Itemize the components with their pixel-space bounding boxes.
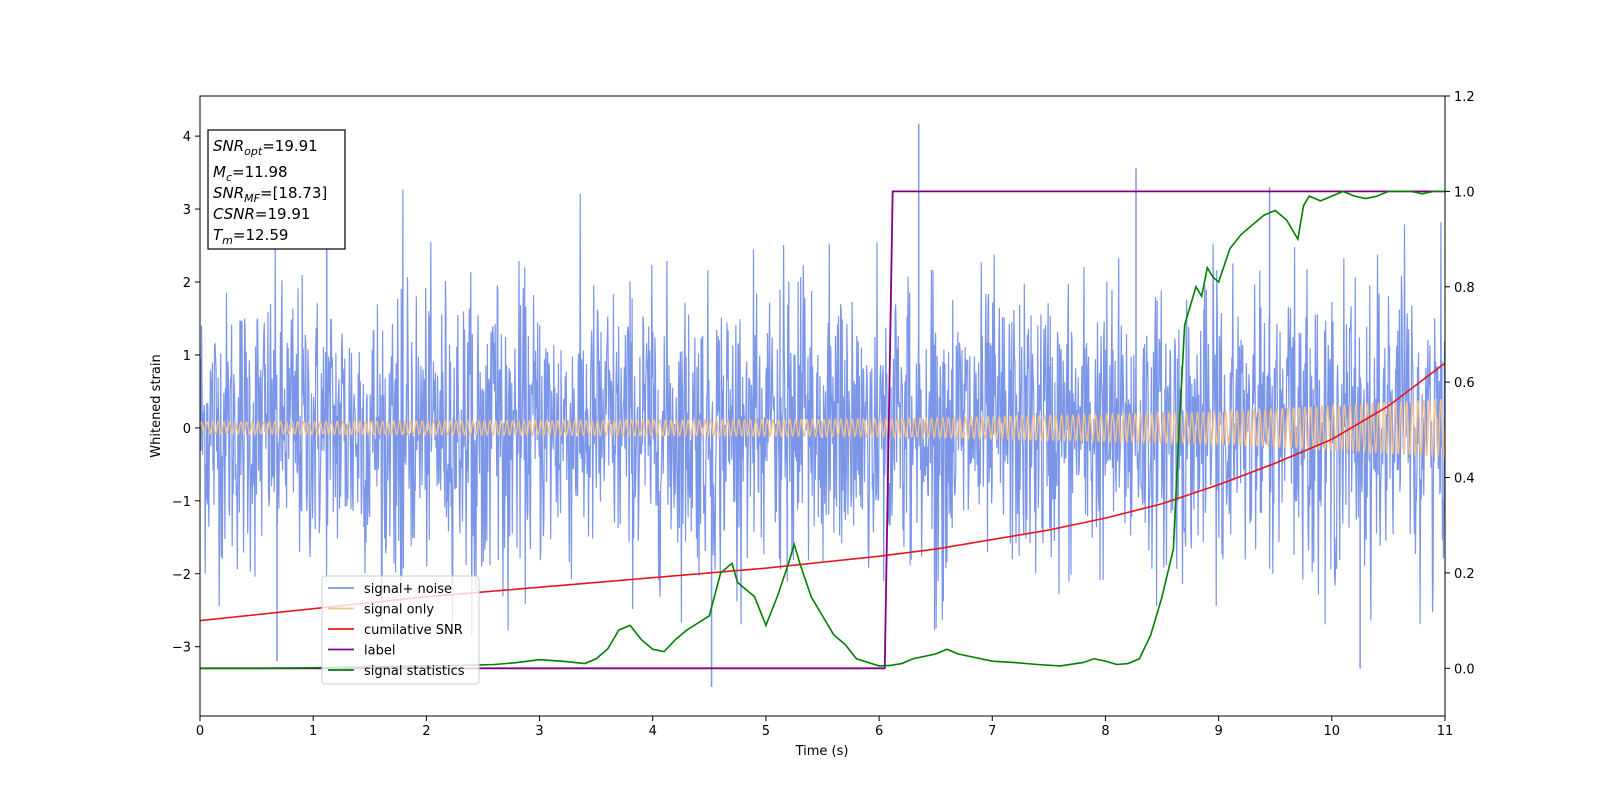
series-layer bbox=[200, 123, 1445, 687]
legend: signal+ noise signal only cumilative SNR la… bbox=[321, 575, 480, 685]
y-tick-right-label: 1.2 bbox=[1454, 90, 1475, 105]
legend-entry: cumilative SNR bbox=[364, 623, 463, 638]
legend-entry: signal only bbox=[364, 603, 434, 618]
x-tick-label: 4 bbox=[649, 724, 657, 739]
y-tick-left-label: 4 bbox=[183, 130, 191, 145]
y-tick-left-label: 0 bbox=[183, 422, 191, 437]
annotation-symbol: M bbox=[213, 163, 226, 181]
annotation-subscript: m bbox=[222, 234, 233, 247]
annotation-symbol: SNR bbox=[213, 184, 244, 202]
annotation-subscript: c bbox=[226, 171, 232, 184]
x-tick-label: 11 bbox=[1437, 724, 1454, 739]
y-tick-right-label: 0.6 bbox=[1454, 376, 1475, 391]
signal-only-line bbox=[200, 398, 1445, 459]
legend-entry: signal statistics bbox=[364, 664, 465, 679]
annotation-subscript: opt bbox=[244, 145, 263, 158]
annotation-value: =11.98 bbox=[232, 163, 288, 181]
y-tick-right-label: 0.4 bbox=[1454, 472, 1475, 487]
ticks-layer: 0 1 2 3 4 5 6 7 8 9 10 11 −3 −2 −1 0 1 2 3 4 0.0 0.2 0.4 0.6 0.8… bbox=[172, 90, 1475, 739]
legend-frame bbox=[321, 575, 480, 685]
x-tick-label: 10 bbox=[1324, 724, 1341, 739]
label-line bbox=[200, 190, 1445, 670]
y-tick-left-label: −2 bbox=[172, 568, 191, 583]
annotation-frame bbox=[207, 129, 346, 250]
plot-frame bbox=[199, 95, 1446, 717]
annotation-line: Tm=12.59 bbox=[213, 226, 288, 247]
y-tick-left-label: 3 bbox=[183, 203, 191, 218]
x-axis-title: Time (s) bbox=[795, 744, 849, 759]
annotation-symbol: SNR bbox=[213, 137, 244, 155]
y-tick-left-label: −1 bbox=[172, 495, 191, 510]
annotation-symbol: CSNR bbox=[213, 205, 255, 223]
y-tick-right-label: 1.0 bbox=[1454, 185, 1475, 200]
x-tick-label: 7 bbox=[988, 724, 996, 739]
legend-entry: label bbox=[364, 644, 395, 659]
x-tick-label: 2 bbox=[422, 724, 430, 739]
annotation-value: =[18.73] bbox=[260, 184, 327, 202]
y-tick-right-label: 0.2 bbox=[1454, 567, 1475, 582]
annotation-line: SNRMF=[18.73] bbox=[213, 184, 327, 205]
y-axis-title: Whitened strain bbox=[149, 354, 164, 457]
signal-statistics-line bbox=[200, 190, 1445, 670]
annotation-value: =12.59 bbox=[233, 226, 289, 244]
annotation-value: =19.91 bbox=[262, 137, 318, 155]
annotation-value: =19.91 bbox=[255, 205, 311, 223]
annotation-symbol: T bbox=[213, 226, 224, 244]
x-tick-label: 3 bbox=[535, 724, 543, 739]
annotation-line: Mc=11.98 bbox=[213, 163, 288, 184]
x-tick-label: 8 bbox=[1101, 724, 1109, 739]
signal-noise-line bbox=[200, 189, 1445, 637]
legend-entry: signal+ noise bbox=[364, 582, 452, 597]
annotation-subscript: MF bbox=[244, 192, 260, 205]
annotation-box: SNRopt=19.91Mc=11.98SNRMF=[18.73]CSNR=19… bbox=[207, 129, 346, 250]
y-tick-right-label: 0.0 bbox=[1454, 662, 1475, 677]
y-tick-right-label: 0.8 bbox=[1454, 281, 1475, 296]
x-tick-label: 1 bbox=[309, 724, 317, 739]
annotation-line: CSNR=19.91 bbox=[213, 205, 310, 223]
x-tick-label: 6 bbox=[875, 724, 883, 739]
y-tick-left-label: 2 bbox=[183, 276, 191, 291]
x-tick-label: 9 bbox=[1214, 724, 1222, 739]
y-tick-left-label: 1 bbox=[183, 349, 191, 364]
x-tick-label: 5 bbox=[762, 724, 770, 739]
y-tick-left-label: −3 bbox=[172, 641, 191, 656]
x-tick-label: 0 bbox=[196, 724, 204, 739]
annotation-line: SNRopt=19.91 bbox=[213, 137, 318, 158]
